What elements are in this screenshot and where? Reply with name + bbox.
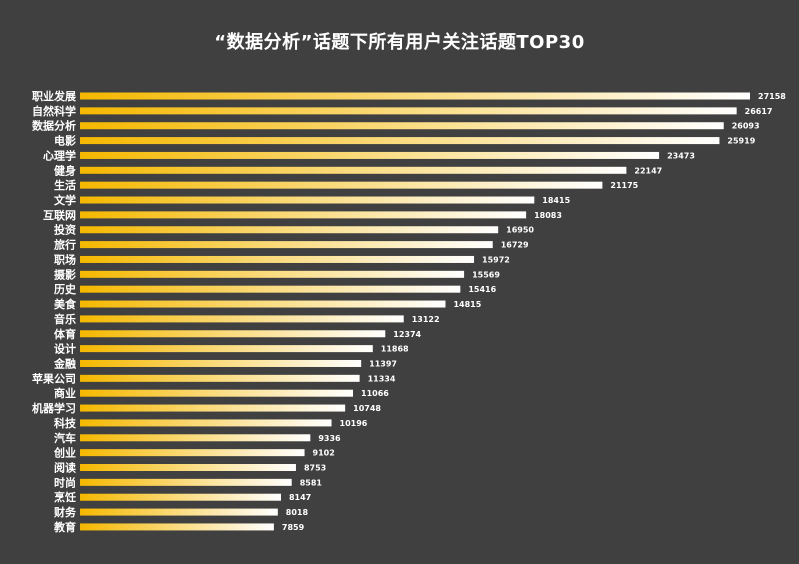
bar xyxy=(80,241,493,249)
category-label: 自然科学 xyxy=(32,104,76,118)
category-label: 数据分析 xyxy=(32,119,76,133)
bar xyxy=(80,330,386,338)
category-label: 职业发展 xyxy=(32,89,77,103)
value-label: 14815 xyxy=(453,300,481,309)
value-label: 8581 xyxy=(300,478,323,487)
category-label: 音乐 xyxy=(54,312,76,326)
value-label: 8753 xyxy=(304,464,326,473)
bar xyxy=(80,211,527,219)
value-label: 7859 xyxy=(282,523,305,532)
bar xyxy=(80,151,660,159)
category-label: 旅行 xyxy=(54,238,76,252)
value-label: 10748 xyxy=(353,404,381,413)
category-label: 时尚 xyxy=(54,475,76,489)
bar xyxy=(80,107,737,115)
value-label: 8018 xyxy=(286,508,309,517)
value-label: 25919 xyxy=(727,137,755,146)
category-label: 烹饪 xyxy=(54,490,76,504)
category-label: 体育 xyxy=(54,327,76,341)
category-label: 汽车 xyxy=(54,431,76,445)
value-label: 21175 xyxy=(610,181,638,190)
category-label: 心理学 xyxy=(43,148,76,162)
value-label: 16729 xyxy=(501,241,529,250)
category-label: 互联网 xyxy=(43,208,76,222)
category-label: 文学 xyxy=(54,193,76,207)
bar xyxy=(80,464,296,471)
value-label: 12374 xyxy=(393,330,421,339)
bar xyxy=(80,255,475,263)
value-label: 8147 xyxy=(289,493,311,502)
bar xyxy=(80,523,274,531)
bar xyxy=(80,92,750,100)
category-label: 生活 xyxy=(54,178,76,192)
category-label: 健身 xyxy=(54,163,76,177)
bar xyxy=(80,166,627,174)
bar xyxy=(80,508,278,516)
bar xyxy=(80,285,461,293)
bar xyxy=(80,434,311,442)
value-label: 11868 xyxy=(381,345,409,354)
value-label: 23473 xyxy=(667,151,695,160)
value-label: 15972 xyxy=(482,255,510,264)
value-label: 26093 xyxy=(732,122,760,131)
bar xyxy=(80,315,404,323)
bar xyxy=(80,196,535,204)
value-label: 13122 xyxy=(412,315,440,324)
bar xyxy=(80,122,724,130)
value-label: 11334 xyxy=(368,374,396,383)
category-label: 摄影 xyxy=(54,267,76,281)
value-label: 26617 xyxy=(745,107,773,116)
bar xyxy=(80,345,373,353)
value-label: 10196 xyxy=(340,419,368,428)
bar xyxy=(80,389,354,397)
bar xyxy=(80,300,446,308)
category-label: 历史 xyxy=(54,282,77,296)
bar xyxy=(80,226,499,234)
category-label: 美食 xyxy=(54,297,77,311)
value-label: 9102 xyxy=(313,449,335,458)
value-label: 15569 xyxy=(472,270,500,279)
bar xyxy=(80,478,292,486)
bar xyxy=(80,404,346,412)
category-label: 阅读 xyxy=(54,461,76,475)
bar xyxy=(80,449,305,457)
bar xyxy=(80,359,362,367)
bar xyxy=(80,181,603,189)
category-label: 教育 xyxy=(53,520,76,534)
value-label: 16950 xyxy=(506,226,534,235)
category-label: 科技 xyxy=(54,416,77,430)
bar xyxy=(80,137,720,145)
value-label: 11397 xyxy=(369,359,397,368)
category-label: 设计 xyxy=(54,342,76,356)
category-label: 商业 xyxy=(54,386,76,400)
bar xyxy=(80,419,332,427)
value-label: 9336 xyxy=(318,434,341,443)
category-label: 机器学习 xyxy=(32,401,76,415)
category-label: 职场 xyxy=(54,252,76,266)
chart-title: “数据分析”话题下所有用户关注话题TOP30 xyxy=(214,32,585,53)
bar xyxy=(80,270,465,278)
bar xyxy=(80,374,360,382)
value-label: 22147 xyxy=(634,166,662,175)
value-label: 15416 xyxy=(468,285,496,294)
category-label: 财务 xyxy=(53,505,77,519)
category-label: 苹果公司 xyxy=(32,371,76,385)
category-label: 电影 xyxy=(54,134,76,148)
category-label: 创业 xyxy=(53,446,76,460)
bar xyxy=(80,493,281,501)
category-label: 投资 xyxy=(54,223,76,237)
value-label: 18415 xyxy=(542,196,570,205)
category-label: 金融 xyxy=(53,356,76,370)
value-label: 18083 xyxy=(534,211,562,220)
value-label: 11066 xyxy=(361,389,389,398)
value-label: 27158 xyxy=(758,92,786,101)
